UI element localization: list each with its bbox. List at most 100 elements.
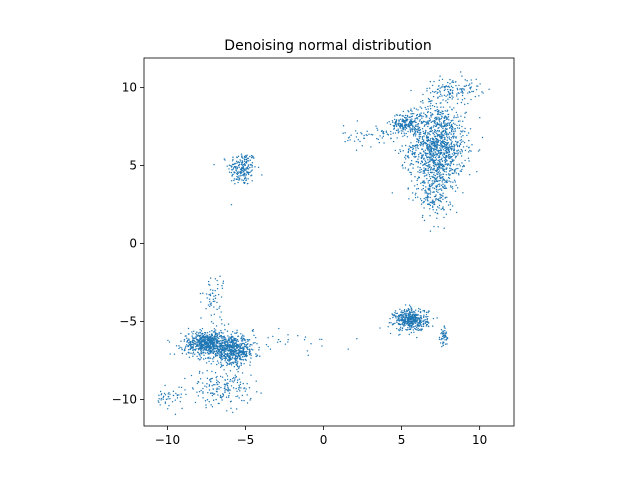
scatter-point — [411, 153, 413, 155]
scatter-point — [447, 98, 449, 100]
scatter-point — [433, 174, 435, 176]
scatter-point — [421, 148, 423, 151]
scatter-point — [228, 354, 230, 357]
scatter-point — [457, 98, 459, 100]
scatter-point — [216, 333, 219, 335]
scatter-point — [447, 141, 449, 144]
scatter-point — [446, 160, 448, 162]
scatter-point — [450, 119, 453, 122]
scatter-point — [409, 146, 412, 148]
scatter-point — [437, 183, 439, 186]
scatter-point — [230, 165, 232, 167]
scatter-point — [460, 152, 462, 155]
scatter-point — [363, 134, 365, 137]
scatter-point — [188, 338, 190, 340]
scatter-point — [181, 347, 183, 349]
scatter-point — [427, 310, 430, 312]
scatter-point — [212, 322, 214, 324]
scatter-point — [429, 175, 431, 178]
scatter-point — [420, 112, 422, 114]
scatter-point — [359, 140, 361, 143]
scatter-point — [450, 181, 452, 183]
scatter-point — [306, 350, 309, 352]
scatter-point — [453, 149, 455, 152]
scatter-point — [397, 130, 399, 132]
scatter-point — [429, 183, 431, 186]
scatter-point — [442, 176, 444, 178]
scatter-point — [427, 159, 429, 161]
scatter-point — [392, 323, 395, 325]
scatter-point — [239, 345, 242, 347]
scatter-point — [254, 336, 257, 339]
scatter-point — [222, 348, 224, 351]
scatter-point — [229, 356, 231, 358]
scatter-point — [429, 100, 432, 102]
scatter-point — [342, 132, 344, 134]
scatter-point — [432, 95, 435, 98]
scatter-point — [237, 172, 239, 175]
scatter-point — [197, 345, 199, 347]
scatter-point — [234, 361, 236, 364]
scatter-point — [217, 362, 220, 364]
scatter-point — [417, 329, 419, 332]
scatter-point — [254, 342, 256, 344]
scatter-point — [396, 114, 399, 116]
scatter-point — [159, 404, 161, 406]
scatter-point — [416, 125, 418, 128]
scatter-point — [422, 130, 424, 133]
scatter-point — [206, 297, 208, 299]
scatter-point — [232, 342, 234, 344]
scatter-point — [202, 292, 204, 294]
scatter-point — [442, 152, 444, 154]
scatter-point — [432, 325, 434, 327]
scatter-point — [211, 336, 213, 339]
scatter-point — [449, 203, 452, 205]
scatter-point — [200, 346, 202, 348]
scatter-point — [356, 132, 358, 135]
scatter-point — [448, 144, 450, 146]
scatter-point — [366, 130, 368, 133]
scatter-point — [433, 124, 435, 127]
scatter-point — [441, 163, 444, 166]
scatter-point — [250, 354, 252, 357]
scatter-point — [429, 230, 432, 232]
scatter-point — [249, 171, 251, 174]
scatter-point — [237, 371, 239, 373]
scatter-point — [445, 85, 448, 87]
scatter-point — [445, 200, 448, 203]
scatter-point — [248, 339, 251, 341]
scatter-point — [441, 168, 444, 170]
scatter-point — [425, 313, 428, 316]
scatter-point — [449, 78, 451, 81]
scatter-point — [426, 321, 429, 323]
scatter-point — [401, 119, 404, 122]
scatter-point — [185, 335, 187, 337]
scatter-point — [445, 168, 447, 171]
scatter-point — [221, 355, 223, 358]
scatter-point — [243, 178, 246, 180]
scatter-point — [461, 151, 463, 153]
scatter-point — [449, 83, 451, 85]
scatter-point — [206, 351, 209, 354]
scatter-point — [401, 128, 403, 130]
scatter-point — [433, 117, 436, 120]
scatter-point — [436, 141, 439, 144]
scatter-point — [453, 128, 455, 130]
scatter-point — [238, 349, 241, 351]
scatter-point — [424, 319, 427, 321]
scatter-point — [444, 119, 446, 122]
scatter-point — [433, 134, 435, 136]
scatter-point — [442, 156, 445, 158]
scatter-point — [445, 154, 448, 157]
scatter-point — [438, 79, 441, 82]
scatter-point — [390, 133, 392, 135]
scatter-point — [438, 183, 441, 185]
scatter-point — [422, 140, 424, 143]
scatter-point — [167, 398, 169, 400]
scatter-point — [204, 343, 207, 346]
scatter-point — [242, 165, 245, 168]
scatter-point — [200, 317, 202, 319]
scatter-point — [415, 161, 417, 163]
scatter-point — [226, 330, 229, 332]
scatter-point — [236, 168, 238, 170]
